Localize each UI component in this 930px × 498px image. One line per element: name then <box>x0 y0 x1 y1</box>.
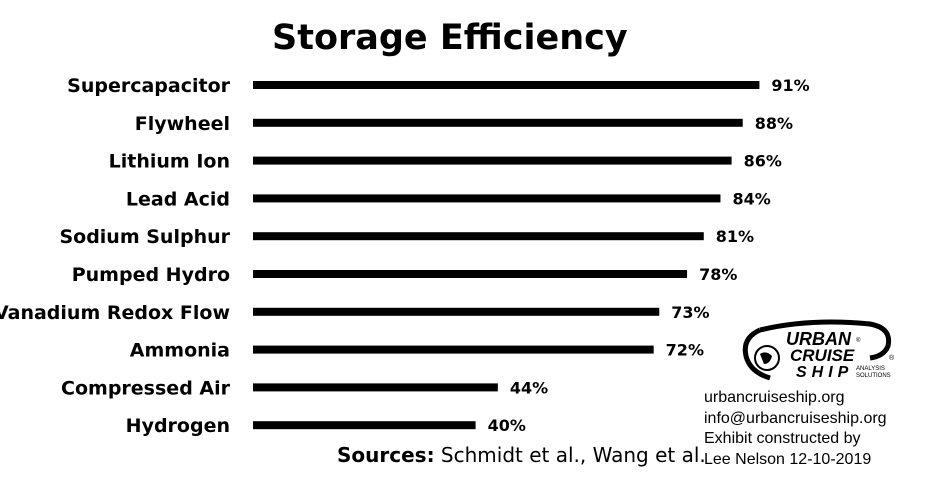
category-label-vanadium-redox-flow: Vanadium Redox Flow <box>0 302 230 324</box>
value-labels: 91% 88% 86% 84% 81% 78% 73% 72% 44% 40% <box>488 76 810 435</box>
logo-registered-mark: ® <box>889 354 895 362</box>
category-label-pumped-hydro: Pumped Hydro <box>72 264 230 286</box>
bar-lithium-ion <box>253 156 732 165</box>
bar-flywheel <box>253 118 743 127</box>
bar-compressed-air <box>253 383 498 392</box>
credits-line-3: Exhibit constructed by <box>704 430 861 447</box>
logo-line-1: URBAN <box>786 329 852 349</box>
category-label-supercapacitor: Supercapacitor <box>67 75 230 97</box>
bar-pumped-hydro <box>253 270 688 278</box>
category-label-flywheel: Flywheel <box>135 113 230 135</box>
value-label-sodium-sulphur: 81% <box>716 227 754 246</box>
sources-label: Sources: <box>337 443 435 467</box>
sources-note: Sources: Schmidt et al., Wang et al. <box>337 443 706 467</box>
category-label-lithium-ion: Lithium Ion <box>109 151 230 173</box>
credits-line-4: Lee Nelson 12-10-2019 <box>704 450 872 468</box>
credits-website: urbancruiseship.org <box>704 389 845 406</box>
value-label-flywheel: 88% <box>755 114 793 133</box>
logo-line-3: SHIP <box>796 364 853 381</box>
value-label-lead-acid: 84% <box>732 189 770 208</box>
value-label-vanadium-redox-flow: 73% <box>671 303 709 322</box>
chart-title: Storage Efficiency <box>272 18 628 58</box>
logo-sub-2: SOLUTIONS <box>856 373 891 379</box>
logo-line-2: CRUISE <box>790 346 855 365</box>
sources-text: Schmidt et al., Wang et al. <box>434 443 706 467</box>
bar-lead-acid <box>253 194 721 203</box>
category-label-lead-acid: Lead Acid <box>126 188 230 210</box>
logo-graphic: URBAN CRUISE SHIP ANALYSIS SOLUTIONS ® ® <box>742 319 895 381</box>
bar-supercapacitor <box>253 81 760 89</box>
bar-hydrogen <box>253 421 476 430</box>
credits-email: info@urbancruiseship.org <box>704 409 887 427</box>
category-label-hydrogen: Hydrogen <box>126 415 230 437</box>
logo-registered-mark-small: ® <box>856 337 861 344</box>
value-label-compressed-air: 44% <box>510 378 548 397</box>
value-label-ammonia: 72% <box>666 341 704 360</box>
bar-ammonia <box>253 345 654 354</box>
category-label-compressed-air: Compressed Air <box>61 377 231 399</box>
value-label-supercapacitor: 91% <box>771 76 809 95</box>
value-label-lithium-ion: 86% <box>744 152 782 171</box>
category-label-sodium-sulphur: Sodium Sulphur <box>59 226 230 248</box>
urban-cruise-ship-logo: URBAN CRUISE SHIP ANALYSIS SOLUTIONS ® ® <box>720 316 900 388</box>
category-label-ammonia: Ammonia <box>130 340 230 362</box>
category-labels: Supercapacitor Flywheel Lithium Ion Lead Ac… <box>0 75 231 437</box>
bar-sodium-sulphur <box>253 232 704 241</box>
value-label-pumped-hydro: 78% <box>699 265 737 284</box>
credits: urbancruiseship.org info@urbancruiseship… <box>704 388 887 470</box>
bar-vanadium-redox-flow <box>253 307 660 316</box>
logo-sub-1: ANALYSIS <box>856 366 885 372</box>
value-label-hydrogen: 40% <box>488 416 526 435</box>
bars <box>253 81 760 430</box>
